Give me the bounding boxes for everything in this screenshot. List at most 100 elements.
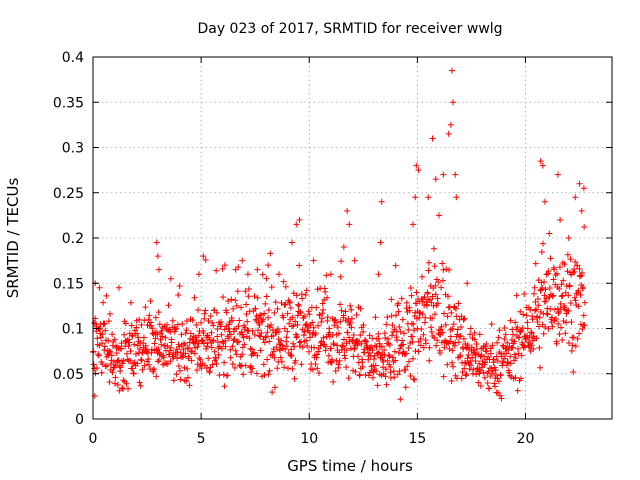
data-point <box>186 382 193 389</box>
data-point <box>539 285 546 292</box>
data-point <box>155 309 162 316</box>
data-point <box>467 325 474 332</box>
data-point <box>557 216 564 223</box>
data-point <box>101 343 108 350</box>
data-point <box>269 351 276 358</box>
data-point <box>396 324 403 331</box>
data-point <box>512 374 519 381</box>
data-point <box>310 257 317 264</box>
data-point <box>299 344 306 351</box>
data-point <box>290 340 297 347</box>
data-point <box>448 359 455 366</box>
data-point <box>211 348 218 355</box>
data-point <box>475 379 482 386</box>
data-point <box>208 329 215 336</box>
data-point <box>171 326 178 333</box>
data-point <box>106 378 113 385</box>
data-point <box>311 344 318 351</box>
data-point <box>151 340 158 347</box>
data-point <box>512 355 519 362</box>
data-point <box>386 341 393 348</box>
data-point <box>167 358 174 365</box>
data-point <box>191 350 198 357</box>
data-point <box>512 319 519 326</box>
data-point <box>429 315 436 322</box>
data-point <box>134 342 141 349</box>
data-point <box>173 346 180 353</box>
data-point <box>158 328 165 335</box>
data-point <box>233 325 240 332</box>
data-point <box>395 300 402 307</box>
data-point <box>346 221 353 228</box>
data-point <box>399 337 406 344</box>
data-point <box>521 290 528 297</box>
x-tick-label: 20 <box>517 431 535 447</box>
data-point <box>280 314 287 321</box>
data-point <box>125 343 132 350</box>
data-point <box>532 298 539 305</box>
data-point <box>355 353 362 360</box>
data-point <box>305 308 312 315</box>
data-point <box>318 319 325 326</box>
data-point <box>457 323 464 330</box>
data-point <box>136 379 143 386</box>
data-point <box>528 330 535 337</box>
data-point <box>315 345 322 352</box>
data-point <box>464 355 471 362</box>
data-point <box>133 324 140 331</box>
data-point <box>289 365 296 372</box>
data-point <box>415 348 422 355</box>
data-point <box>547 255 554 262</box>
data-point <box>229 317 236 324</box>
data-point <box>533 335 540 342</box>
data-point <box>577 321 584 328</box>
data-point <box>222 343 229 350</box>
data-point <box>340 312 347 319</box>
data-point <box>473 371 480 378</box>
data-point <box>448 309 455 316</box>
data-point <box>418 326 425 333</box>
data-point <box>545 267 552 274</box>
data-point <box>284 310 291 317</box>
data-point <box>506 369 513 376</box>
data-point <box>431 311 438 318</box>
data-point <box>249 365 256 372</box>
data-point <box>261 372 268 379</box>
data-point <box>430 245 437 252</box>
data-point <box>131 359 138 366</box>
data-point <box>480 369 487 376</box>
data-point <box>229 343 236 350</box>
data-point <box>523 335 530 342</box>
data-point <box>291 343 298 350</box>
data-point <box>455 339 462 346</box>
data-point <box>159 333 166 340</box>
data-point <box>449 325 456 332</box>
data-point <box>210 337 217 344</box>
data-point <box>375 335 382 342</box>
data-point <box>222 337 229 344</box>
data-point <box>443 266 450 273</box>
data-point <box>524 325 531 332</box>
data-point <box>231 336 238 343</box>
data-point <box>181 364 188 371</box>
data-point <box>203 365 210 372</box>
data-point <box>205 317 212 324</box>
data-point <box>425 267 432 274</box>
data-point <box>405 345 412 352</box>
data-point <box>199 337 206 344</box>
data-point <box>137 382 144 389</box>
data-point <box>119 360 126 367</box>
data-point <box>471 330 478 337</box>
data-point <box>498 395 505 402</box>
data-point <box>434 300 441 307</box>
data-point <box>536 314 543 321</box>
data-point <box>147 297 154 304</box>
data-point <box>556 331 563 338</box>
data-point <box>389 354 396 361</box>
data-point <box>402 367 409 374</box>
data-point <box>215 345 222 352</box>
data-point <box>373 368 380 375</box>
data-point <box>242 324 249 331</box>
data-point <box>546 294 553 301</box>
data-point <box>357 305 364 312</box>
